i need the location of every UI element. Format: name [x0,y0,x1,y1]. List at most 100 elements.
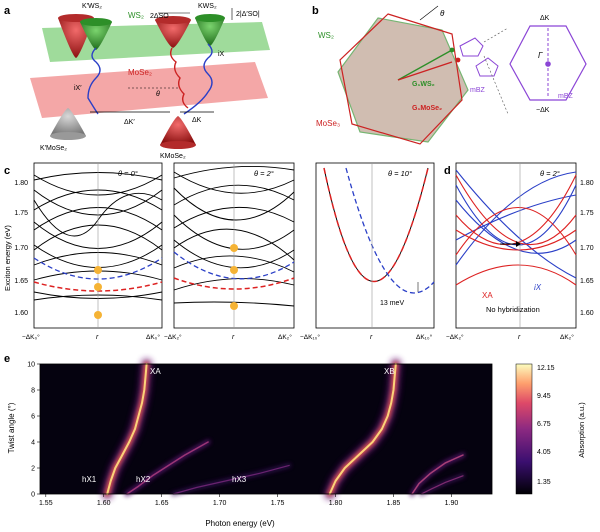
cb-tick-3: 6.75 [537,421,551,428]
label-k-mose2: KMoSe₂ [160,153,186,160]
c1-xtick-right: ΔK₀° [146,333,160,341]
c-ytick-4: 1.65 [14,278,28,285]
band-red [455,229,577,251]
d-ytick-1: 1.80 [580,180,594,187]
heatmap-axes: 1.55 1.60 1.65 1.70 1.75 1.80 1.85 1.90 0 2 4 6 8 10 [27,362,493,507]
cb-tick-4: 4.05 [537,449,551,456]
label-theta-a: θ [156,91,160,98]
theta-arc-guide [419,5,439,21]
panel-b-label: b [312,5,319,17]
e-label-xb: XB [384,367,395,376]
panel-d-label: d [444,165,451,177]
cone-top [155,16,191,24]
d-xa-label: XA [482,291,493,300]
label-mose2-b: MoSe₃ [316,119,340,128]
c2-xa-dashed [173,277,295,290]
colorbar-label: Absorption (a.u.) [577,402,586,458]
zoom-guide-2 [483,55,509,115]
panel-e-label: e [4,353,10,365]
label-delta-k-prime: ΔK′ [124,119,135,126]
c-ytick-1: 1.80 [14,180,28,187]
label-k-ws2: KWS₂ [198,3,217,10]
d-ytick-3: 1.70 [580,245,594,252]
c2-xtick-left: −ΔK₂° [164,333,182,341]
x-tick-label: 1.90 [445,500,459,507]
e-label-hx3: hX3 [232,475,247,484]
label-mbz-2: mBZ [558,93,574,100]
label-k-prime-ws2: K′WS₂ [82,3,102,10]
c1-state-2 [94,283,102,291]
k-mose2-point [455,57,461,63]
g-mose2-vector [397,61,453,81]
panel-c: c Exciton energy (eV) 1.80 1.75 1.70 1.6… [3,162,435,341]
e-label-hx1: hX1 [82,475,97,484]
x-tick-label: 1.60 [97,500,111,507]
e-label-xa: XA [150,367,161,376]
y-tick-label: 10 [27,362,35,369]
c3-xtick-mid: r [370,334,373,341]
x-tick-label: 1.70 [213,500,227,507]
x-tick-label: 1.65 [155,500,169,507]
c-subplot-10deg: 13 meV θ = 10° −ΔK₁₀° r ΔK₁₀° [300,162,435,341]
e-xlabel: Photon energy (eV) [205,519,275,528]
panel-d: d θ = 2° XA iX No hybridization 1.80 1.7… [444,162,594,341]
cone-bottom [50,132,86,140]
label-delta-so-prime: 2|Δ′SO| [236,11,260,18]
y-tick-label: 4 [31,440,35,447]
trace-hx2-layer1 [126,441,209,495]
cb-tick-2: 9.45 [537,393,551,400]
e-ylabel: Twist angle (°) [7,402,16,453]
e-label-hx2: hX2 [136,475,151,484]
valence-cone-k-mose2 [160,116,196,145]
label-delta-so: 2ΔSO [150,13,169,20]
trace-xa-layer2 [106,363,148,495]
label-k-prime-mose2: K′MoSe₂ [40,145,67,152]
c1-theta: θ = 0° [118,169,138,178]
c-ytick-3: 1.70 [14,245,28,252]
cone-top [80,18,112,26]
trace-hx3-layer1 [172,464,290,495]
panel-c-label: c [4,165,10,177]
label-theta-b: θ [440,9,445,18]
trace-xb-layer2 [328,363,397,495]
c2-xtick-mid: r [232,334,235,341]
y-tick-label: 6 [31,414,35,421]
c-subplot-0deg: θ = 0° −ΔK₀° r ΔK₀° [22,162,163,341]
d-ytick-4: 1.65 [580,278,594,285]
d-xtick-mid: r [518,334,521,341]
y-tick-label: 2 [31,466,35,473]
mbz-small-2 [475,57,499,77]
ws2-brillouin-zone [337,17,469,143]
d-ytick-2: 1.75 [580,210,594,217]
c3-theta: θ = 10° [388,169,412,178]
band-blue [455,169,577,279]
c-ytick-2: 1.75 [14,210,28,217]
c2-theta: θ = 2° [254,169,274,178]
mose2-brillouin-zone [339,13,463,145]
label-delta-k-b: ΔK [540,15,550,22]
c2-state-2 [230,266,238,274]
c2-state-3 [230,302,238,310]
x-tick-label: 1.80 [329,500,343,507]
gamma-point [545,61,551,67]
c-yticks: 1.80 1.75 1.70 1.65 1.60 [14,180,28,317]
panel-e: e Twist angle (°) Photon energy (eV) 1.5… [4,353,586,528]
label-mbz-1: mBZ [470,87,486,94]
band-blue [455,171,577,266]
interlayer-exciton-wave [183,43,213,115]
label-g-ws2: G₁WS₂ [412,81,435,88]
zoom-guide-1 [483,27,509,43]
mbz-small [459,37,484,57]
panel-b: b WS₂ MoSe₃ G₁WS₂ G₁MoSe₂ θ ΔK −ΔK Γ mBZ… [312,5,587,145]
band-red [455,264,577,286]
cone-bottom [160,141,196,149]
c1-state-1 [94,266,102,274]
label-ws2-b: WS₂ [318,31,334,40]
label-delta-k-a: ΔK [192,117,202,124]
c2-xtick-right: ΔK₂° [278,333,292,341]
c3-frame [315,162,435,329]
c1-state-3 [94,311,102,319]
label-minus-delta-k-b: −ΔK [536,107,550,114]
c2-state-1 [230,244,238,252]
